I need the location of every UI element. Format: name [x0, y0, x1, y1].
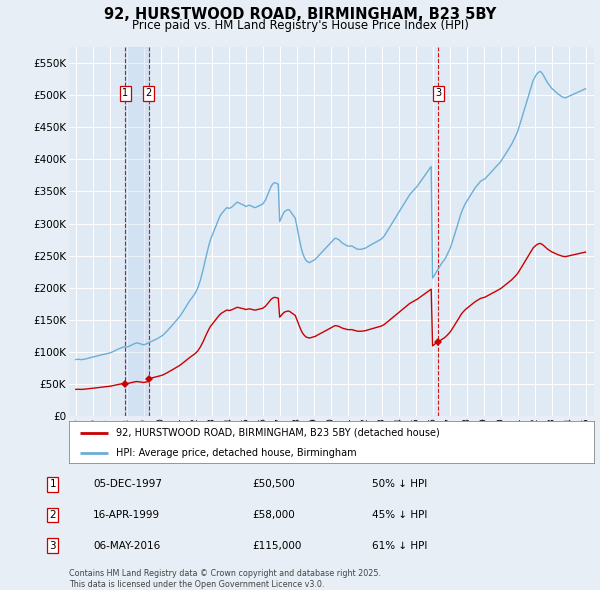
Text: 06-MAY-2016: 06-MAY-2016 [93, 541, 160, 550]
Text: 3: 3 [436, 88, 442, 99]
Text: 05-DEC-1997: 05-DEC-1997 [93, 480, 162, 489]
Bar [125, 47, 149, 416]
Text: Price paid vs. HM Land Registry's House Price Index (HPI): Price paid vs. HM Land Registry's House … [131, 19, 469, 32]
Text: £50,500: £50,500 [252, 480, 295, 489]
Text: HPI: Average price, detached house, Birmingham: HPI: Average price, detached house, Birm… [116, 448, 357, 457]
Text: 92, HURSTWOOD ROAD, BIRMINGHAM, B23 5BY (detached house): 92, HURSTWOOD ROAD, BIRMINGHAM, B23 5BY … [116, 428, 440, 438]
Text: 45% ↓ HPI: 45% ↓ HPI [372, 510, 427, 520]
Text: 92, HURSTWOOD ROAD, BIRMINGHAM, B23 5BY: 92, HURSTWOOD ROAD, BIRMINGHAM, B23 5BY [104, 7, 496, 22]
Text: 1: 1 [49, 480, 56, 489]
Text: Contains HM Land Registry data © Crown copyright and database right 2025.
This d: Contains HM Land Registry data © Crown c… [69, 569, 381, 589]
Text: 3: 3 [49, 541, 56, 550]
Text: 1: 1 [122, 88, 128, 99]
Text: £58,000: £58,000 [252, 510, 295, 520]
Text: £115,000: £115,000 [252, 541, 301, 550]
Text: 61% ↓ HPI: 61% ↓ HPI [372, 541, 427, 550]
Text: 2: 2 [146, 88, 152, 99]
Text: 2: 2 [49, 510, 56, 520]
Text: 50% ↓ HPI: 50% ↓ HPI [372, 480, 427, 489]
Text: 16-APR-1999: 16-APR-1999 [93, 510, 160, 520]
